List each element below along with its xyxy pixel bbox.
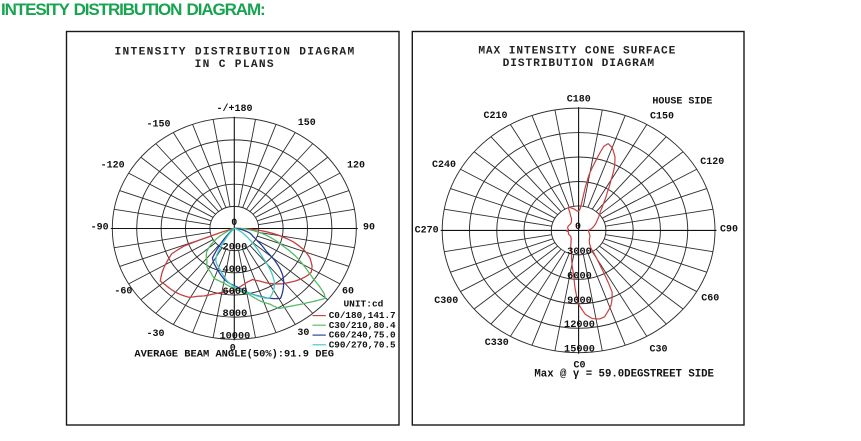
svg-text:C240: C240: [432, 160, 456, 171]
svg-text:UNIT:cd: UNIT:cd: [343, 299, 383, 310]
svg-text:DISTRIBUTION DIAGRAM: DISTRIBUTION DIAGRAM: [503, 58, 655, 70]
svg-text:MAX INTENSITY CONE SURFACE: MAX INTENSITY CONE SURFACE: [478, 45, 676, 57]
svg-text:-150: -150: [146, 120, 170, 131]
svg-text:Max @ γ = 59.0DEGSTREET SIDE: Max @ γ = 59.0DEGSTREET SIDE: [534, 368, 714, 380]
svg-text:C330: C330: [485, 338, 509, 349]
svg-text:C210: C210: [483, 111, 507, 122]
svg-text:0: 0: [231, 218, 237, 229]
svg-text:HOUSE SIDE: HOUSE SIDE: [652, 97, 712, 108]
svg-text:4000: 4000: [223, 264, 248, 276]
svg-text:-90: -90: [91, 223, 109, 234]
svg-text:150: 150: [298, 118, 316, 129]
svg-text:-60: -60: [114, 286, 132, 297]
svg-text:C0/180,141.7: C0/180,141.7: [329, 310, 396, 321]
svg-text:6000: 6000: [223, 286, 248, 298]
svg-text:6000: 6000: [567, 270, 592, 282]
svg-text:C270: C270: [415, 225, 439, 236]
svg-text:C60/240,75.0: C60/240,75.0: [329, 330, 396, 341]
svg-text:INTENSITY DISTRIBUTION DIAGRAM: INTENSITY DISTRIBUTION DIAGRAM: [114, 47, 355, 59]
svg-text:C120: C120: [700, 157, 724, 168]
svg-text:90: 90: [363, 222, 375, 233]
svg-text:30: 30: [297, 328, 309, 339]
svg-text:-30: -30: [146, 329, 164, 340]
svg-text:12000: 12000: [564, 319, 595, 331]
svg-text:3000: 3000: [567, 246, 592, 258]
svg-text:-120: -120: [101, 160, 125, 171]
svg-text:120: 120: [347, 160, 365, 171]
svg-text:C60: C60: [701, 294, 719, 305]
svg-text:-/+180: -/+180: [216, 103, 252, 115]
svg-text:60: 60: [342, 286, 354, 297]
svg-text:2000: 2000: [223, 242, 248, 254]
svg-text:0: 0: [230, 344, 236, 355]
svg-text:10000: 10000: [219, 330, 250, 342]
svg-text:C300: C300: [434, 296, 458, 307]
svg-text:C90/270,70.5: C90/270,70.5: [329, 339, 396, 350]
svg-text:C30: C30: [649, 344, 667, 355]
svg-text:C150: C150: [650, 112, 674, 123]
svg-text:IN C PLANS: IN C PLANS: [195, 59, 275, 71]
svg-text:9000: 9000: [567, 295, 592, 307]
svg-text:C90: C90: [720, 225, 738, 236]
svg-text:0: 0: [575, 222, 581, 233]
svg-text:15000: 15000: [564, 344, 595, 356]
svg-text:C180: C180: [567, 95, 591, 106]
svg-text:C30/210,80.4: C30/210,80.4: [329, 320, 396, 331]
svg-text:8000: 8000: [223, 308, 248, 320]
svg-text:C0: C0: [573, 360, 585, 371]
svg-text:AVERAGE BEAM ANGLE(50%):91.9 D: AVERAGE BEAM ANGLE(50%):91.9 DEG: [134, 349, 334, 361]
